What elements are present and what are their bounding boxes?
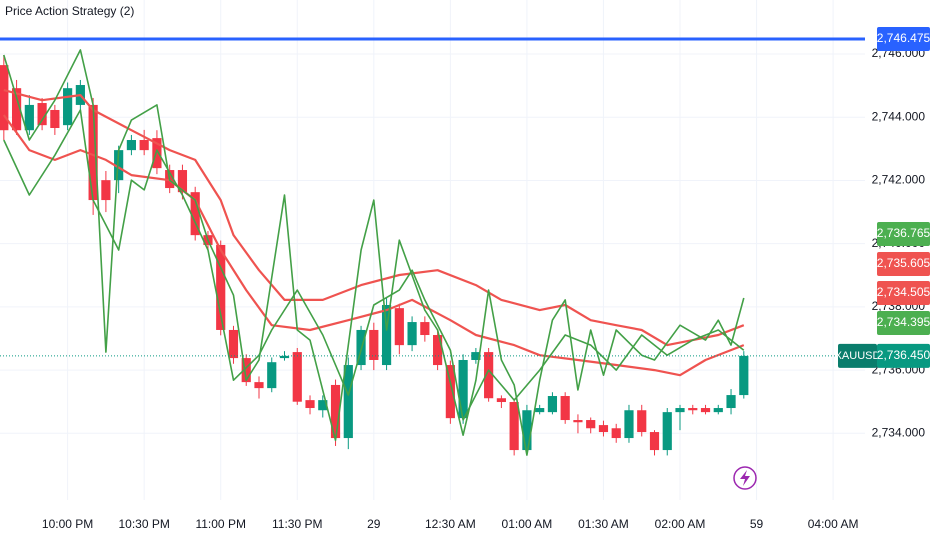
x-tick-label: 04:00 AM bbox=[808, 517, 859, 531]
indicator-line bbox=[2, 114, 745, 377]
candle-body bbox=[433, 335, 443, 366]
candle-body bbox=[330, 384, 341, 439]
symbol-badge bbox=[838, 343, 877, 368]
candle-body bbox=[228, 329, 239, 359]
last-price-badge bbox=[877, 343, 930, 368]
x-tick-label: 11:00 PM bbox=[195, 517, 245, 531]
indicator-badge-label: 2,734.505 bbox=[877, 285, 931, 299]
indicator-line bbox=[3, 49, 745, 456]
candle-body bbox=[190, 192, 200, 236]
last-price-label: 2,736.450 bbox=[877, 348, 931, 362]
indicator-badge-label: 2,736.765 bbox=[877, 226, 931, 240]
indicator-line bbox=[3, 89, 745, 347]
candle-body bbox=[114, 150, 124, 181]
candle-body bbox=[471, 352, 481, 360]
y-tick-label: 2,744.000 bbox=[872, 109, 926, 123]
candle-body bbox=[241, 358, 251, 383]
candle-body bbox=[126, 140, 137, 151]
candle-body bbox=[598, 425, 609, 433]
candle-body bbox=[216, 244, 226, 330]
candle-body bbox=[63, 88, 73, 126]
candle-body bbox=[407, 322, 417, 346]
x-tick-label: 10:00 PM bbox=[42, 517, 93, 531]
candle-body bbox=[381, 304, 392, 366]
candle-body bbox=[37, 103, 47, 126]
candle-body bbox=[509, 402, 519, 451]
candle-body bbox=[484, 352, 494, 399]
lightning-icon bbox=[733, 466, 757, 490]
time-axis-panel bbox=[0, 500, 932, 550]
x-tick-label: 01:30 AM bbox=[578, 517, 629, 531]
x-tick-label: 10:30 PM bbox=[118, 517, 169, 531]
candle-body bbox=[547, 396, 558, 413]
candle-body bbox=[50, 109, 60, 129]
candle-body bbox=[279, 355, 290, 359]
candle-body bbox=[637, 410, 647, 433]
x-tick-label: 11:30 PM bbox=[272, 517, 322, 531]
x-tick-label: 01:00 AM bbox=[502, 517, 553, 531]
candle-body bbox=[522, 410, 532, 451]
candle-body bbox=[177, 170, 188, 193]
x-tick-label: 02:00 AM bbox=[655, 517, 706, 531]
level-label: 2,746.475 bbox=[877, 31, 931, 45]
candle-body bbox=[560, 396, 570, 421]
indicator-badge bbox=[877, 281, 930, 305]
candle-body bbox=[535, 408, 545, 413]
candle-body bbox=[649, 432, 660, 451]
candle-body bbox=[611, 428, 621, 439]
candle-body bbox=[88, 104, 98, 201]
candle-body bbox=[496, 398, 506, 403]
candle-body bbox=[305, 400, 315, 409]
candle-body bbox=[739, 355, 749, 396]
candle-body bbox=[0, 65, 9, 131]
level-badge bbox=[877, 27, 930, 52]
candle-body bbox=[662, 412, 672, 451]
candle-body bbox=[713, 408, 723, 413]
x-tick-label: 12:30 AM bbox=[425, 517, 476, 531]
y-tick-label: 2,742.000 bbox=[872, 173, 926, 187]
candle-body bbox=[369, 329, 379, 360]
candle-body bbox=[420, 322, 430, 336]
candle-body bbox=[267, 362, 277, 389]
candle-body bbox=[11, 88, 22, 131]
candle-body bbox=[700, 408, 711, 413]
candle-body bbox=[688, 408, 698, 411]
y-tick-label: 2,734.000 bbox=[872, 425, 926, 439]
symbol-label: XAUUSD bbox=[835, 350, 881, 362]
indicator-badge bbox=[877, 222, 930, 246]
chart-title: Price Action Strategy (2) bbox=[5, 4, 134, 18]
candle-body bbox=[292, 352, 302, 402]
candle-body bbox=[624, 410, 634, 439]
indicator-badge-label: 2,734.395 bbox=[877, 315, 931, 329]
candle-body bbox=[675, 408, 685, 413]
indicator-line bbox=[3, 109, 745, 421]
candle-body bbox=[343, 365, 353, 439]
candle-body bbox=[445, 365, 455, 419]
candle-body bbox=[573, 420, 583, 423]
candle-body bbox=[139, 140, 149, 151]
indicator-badge bbox=[877, 311, 930, 335]
candle-body bbox=[394, 308, 404, 346]
candle-body bbox=[458, 359, 468, 419]
candle-body bbox=[318, 400, 328, 411]
x-tick-label: 29 bbox=[367, 517, 381, 531]
candle-body bbox=[152, 138, 162, 169]
candle-body bbox=[254, 382, 264, 389]
x-tick-label: 59 bbox=[750, 517, 764, 531]
indicator-badge-label: 2,735.605 bbox=[877, 256, 931, 270]
plot bbox=[0, 37, 877, 456]
indicator-badge bbox=[877, 252, 930, 276]
candle-body bbox=[24, 104, 34, 131]
candle-body bbox=[101, 180, 111, 201]
candle-body bbox=[586, 420, 596, 429]
candle-body bbox=[726, 395, 736, 409]
